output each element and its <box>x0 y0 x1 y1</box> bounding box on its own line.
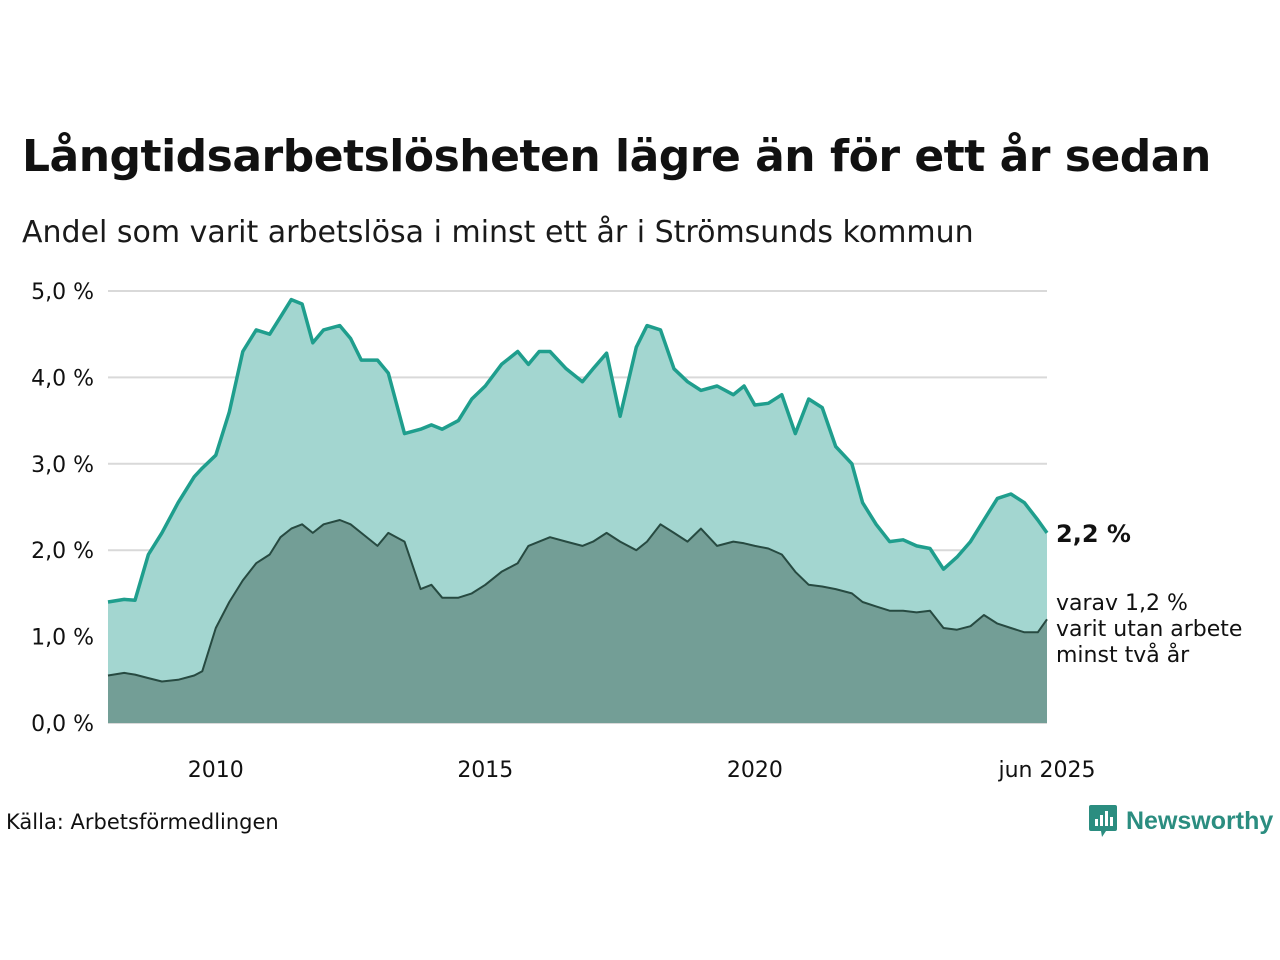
annotation-line-1: varav 1,2 % <box>1056 591 1188 616</box>
very_long-area <box>108 520 1047 723</box>
newsworthy-logo-icon <box>1089 805 1117 837</box>
y-tick-label: 2,0 % <box>31 539 94 564</box>
x-axis: 2010 2015 2020 jun 2025 <box>188 758 1096 783</box>
end-value-label: 2,2 % <box>1056 520 1131 548</box>
annotation-line-2: varit utan arbete <box>1056 617 1242 642</box>
chart-title: Långtidsarbetslösheten lägre än för ett … <box>22 131 1211 182</box>
y-tick-label: 4,0 % <box>31 366 94 391</box>
source-note: Källa: Arbetsförmedlingen <box>6 810 279 834</box>
annotation-line-3: minst två år <box>1056 642 1190 668</box>
area-series <box>107 297 1049 723</box>
chart-subtitle: Andel som varit arbetslösa i minst ett å… <box>22 215 974 250</box>
y-tick-label: 0,0 % <box>31 712 94 737</box>
y-tick-label: 5,0 % <box>31 280 94 305</box>
long-line <box>107 297 1049 604</box>
x-tick-label: 2020 <box>727 758 783 783</box>
y-tick-label: 3,0 % <box>31 453 94 478</box>
very_long-line <box>107 519 1048 683</box>
y-axis: 0,0 % 1,0 % 2,0 % 3,0 % 4,0 % 5,0 % <box>31 280 94 737</box>
x-tick-label: 2015 <box>457 758 513 783</box>
x-tick-label: jun 2025 <box>998 758 1096 783</box>
x-tick-label: 2010 <box>188 758 244 783</box>
y-tick-label: 1,0 % <box>31 626 94 651</box>
brand-logo: Newsworthy <box>1088 803 1273 839</box>
brand-name: Newsworthy <box>1126 806 1274 835</box>
